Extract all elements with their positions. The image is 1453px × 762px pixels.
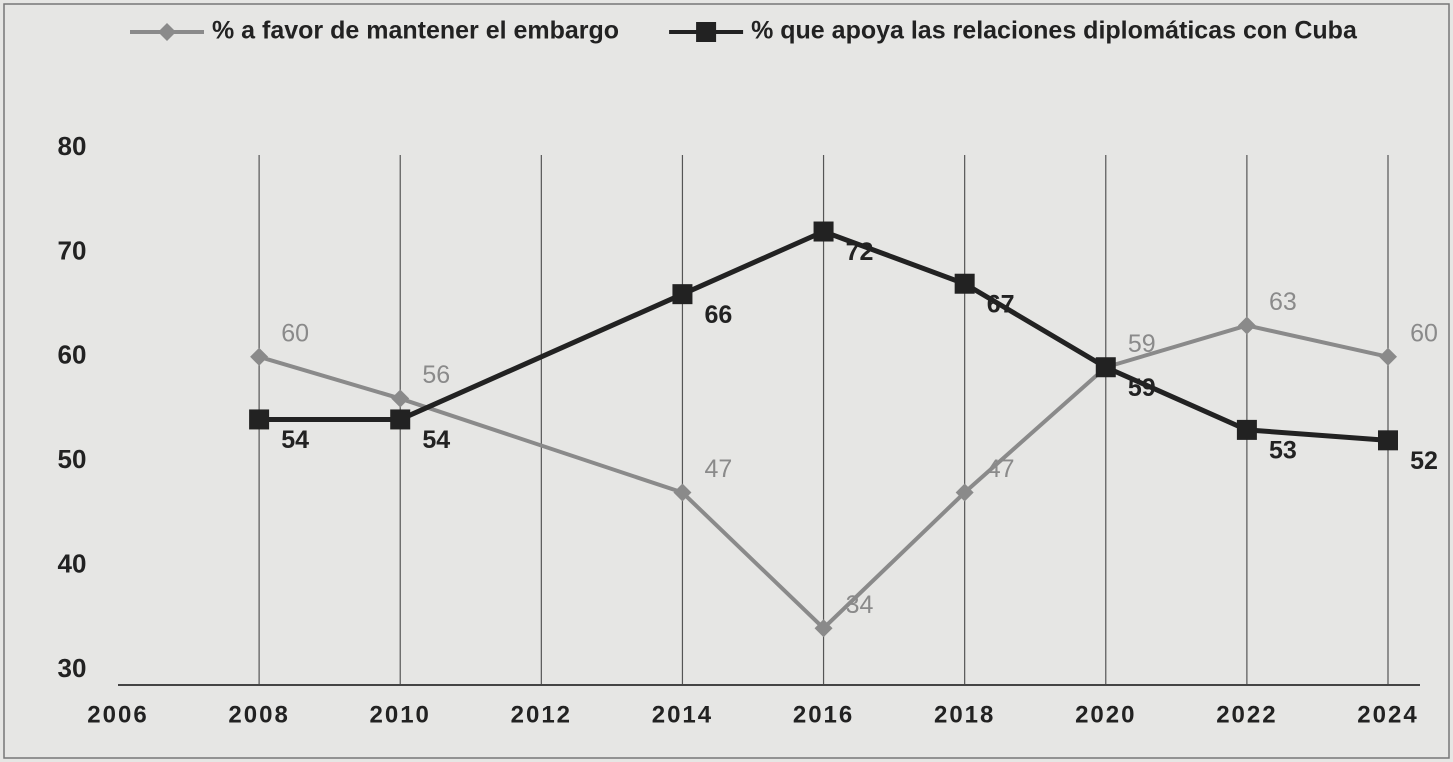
y-tick-label: 60 bbox=[58, 340, 87, 370]
x-tick-label: 2014 bbox=[652, 701, 713, 728]
data-point bbox=[1237, 420, 1257, 440]
y-tick-label: 30 bbox=[58, 653, 87, 683]
data-label: 60 bbox=[1410, 319, 1438, 347]
data-point bbox=[1096, 357, 1116, 377]
x-tick-label: 2022 bbox=[1216, 701, 1277, 728]
data-point bbox=[955, 274, 975, 294]
legend-marker bbox=[696, 22, 716, 42]
x-tick-label: 2016 bbox=[793, 701, 854, 728]
x-tick-label: 2020 bbox=[1075, 701, 1136, 728]
legend-label: % que apoya las relaciones diplomáticas … bbox=[751, 17, 1358, 45]
data-label: 72 bbox=[846, 238, 874, 266]
data-point bbox=[390, 409, 410, 429]
y-tick-label: 80 bbox=[58, 131, 87, 161]
chart: 30 40 50 60 70 80 2006 2008 2010 2012 2014 2016 2018… bbox=[0, 0, 1453, 762]
x-tick-label: 2006 bbox=[87, 701, 148, 728]
background bbox=[0, 0, 1453, 762]
data-label: 54 bbox=[422, 426, 450, 454]
data-point bbox=[672, 284, 692, 304]
data-point bbox=[1378, 430, 1398, 450]
y-tick-label: 50 bbox=[58, 444, 87, 474]
data-label: 56 bbox=[422, 361, 450, 389]
data-label: 47 bbox=[987, 455, 1015, 483]
data-label: 59 bbox=[1128, 374, 1156, 402]
data-label: 66 bbox=[705, 301, 733, 329]
y-tick-label: 40 bbox=[58, 548, 87, 578]
x-tick-label: 2018 bbox=[934, 701, 995, 728]
data-point bbox=[249, 409, 269, 429]
data-label: 53 bbox=[1269, 436, 1297, 464]
data-label: 52 bbox=[1410, 447, 1438, 475]
data-label: 34 bbox=[846, 591, 874, 619]
data-label: 60 bbox=[281, 319, 309, 347]
data-label: 59 bbox=[1128, 330, 1156, 358]
data-label: 63 bbox=[1269, 288, 1297, 316]
data-label: 67 bbox=[987, 290, 1015, 318]
x-tick-label: 2008 bbox=[228, 701, 289, 728]
x-tick-label: 2010 bbox=[370, 701, 431, 728]
x-tick-label: 2012 bbox=[511, 701, 572, 728]
data-point bbox=[814, 222, 834, 242]
data-label: 54 bbox=[281, 426, 309, 454]
page: 30 40 50 60 70 80 2006 2008 2010 2012 2014 2016 2018… bbox=[0, 0, 1453, 762]
legend-label: % a favor de mantener el embargo bbox=[212, 17, 619, 45]
y-tick-label: 70 bbox=[58, 235, 87, 265]
data-label: 47 bbox=[705, 455, 733, 483]
x-tick-label: 2024 bbox=[1357, 701, 1418, 728]
